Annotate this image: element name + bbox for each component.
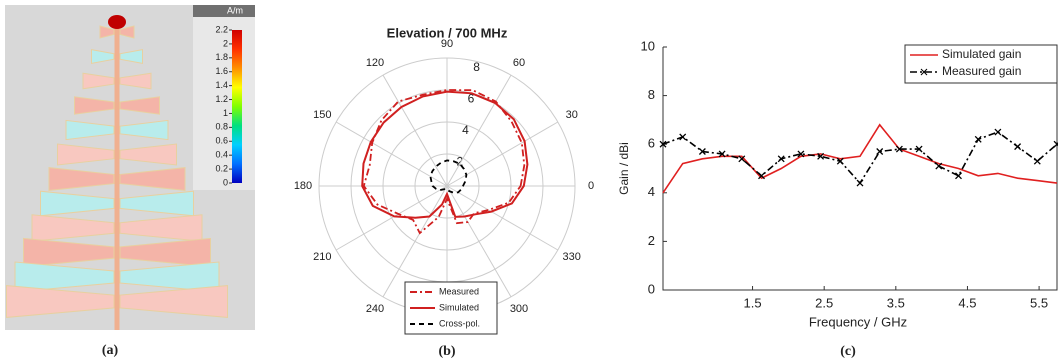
r-tick-label: 8	[473, 60, 480, 74]
colorbar-tick-label: 2.2	[215, 24, 228, 34]
colorbar-tick-label: 1	[223, 108, 228, 118]
feed-point	[108, 15, 126, 29]
colorbar-tick-label: 1.8	[215, 52, 228, 62]
grid-spoke	[336, 186, 447, 250]
legend-label: Cross-pol.	[439, 318, 480, 328]
legend-label: Simulated gain	[942, 47, 1021, 61]
colorbar-tick-label: 0.4	[215, 150, 228, 160]
caption: (b)	[438, 344, 455, 359]
figure: A/m2.221.81.61.41.210.80.60.40.20(a)Elev…	[0, 0, 1058, 361]
colorbar-tick-label: 0	[223, 177, 228, 187]
colorbar-label: A/m	[227, 5, 243, 15]
theta-tick-label: 90	[441, 38, 453, 50]
y-tick-label: 0	[648, 281, 655, 296]
marker	[995, 129, 1001, 135]
y-axis-label: Gain / dBi	[617, 142, 631, 195]
colorbar-tick-label: 1.4	[215, 80, 228, 90]
marker	[857, 180, 863, 186]
r-tick-label: 4	[462, 123, 469, 137]
colorbar-tick-label: 2	[223, 38, 228, 48]
legend-label: Simulated	[439, 302, 479, 312]
y-tick-label: 6	[648, 136, 655, 151]
marker	[956, 173, 962, 179]
colorbar-tick-label: 0.8	[215, 122, 228, 132]
y-tick-label: 2	[648, 233, 655, 248]
theta-tick-label: 330	[563, 251, 581, 263]
grid-spoke	[447, 186, 558, 250]
colorbar-tick-label: 0.2	[215, 163, 228, 173]
x-tick-label: 4.5	[958, 295, 976, 310]
x-tick-label: 5.5	[1030, 295, 1048, 310]
marker	[1034, 158, 1040, 164]
colorbar	[232, 30, 242, 183]
theta-tick-label: 300	[510, 303, 528, 315]
theta-tick-label: 60	[513, 57, 525, 69]
x-axis-label: Frequency / GHz	[809, 314, 907, 329]
colorbar-tick-label: 1.6	[215, 66, 228, 76]
theta-tick-label: 240	[366, 303, 384, 315]
grid-spoke	[336, 122, 447, 186]
caption: (a)	[102, 343, 119, 358]
x-tick-label: 1.5	[744, 295, 762, 310]
theta-tick-label: 210	[313, 251, 331, 263]
theta-tick-label: 30	[566, 109, 578, 121]
series-line	[663, 132, 1057, 183]
colorbar-tick-label: 1.2	[215, 94, 228, 104]
legend-label: Measured	[439, 286, 479, 296]
colorbar-header	[193, 5, 255, 17]
marker	[1015, 144, 1021, 150]
grid-spoke	[383, 186, 447, 297]
y-tick-label: 10	[641, 38, 655, 53]
x-tick-label: 3.5	[887, 295, 905, 310]
theta-tick-label: 150	[313, 109, 331, 121]
y-tick-label: 4	[648, 184, 655, 199]
caption: (c)	[840, 344, 856, 359]
theta-tick-label: 120	[366, 57, 384, 69]
colorbar-tick-label: 0.6	[215, 136, 228, 146]
x-tick-label: 2.5	[815, 295, 833, 310]
grid-spoke	[447, 186, 511, 297]
theta-tick-label: 180	[294, 180, 312, 192]
theta-tick-label: 0	[588, 180, 594, 192]
y-tick-label: 8	[648, 87, 655, 102]
legend-label: Measured gain	[942, 64, 1021, 78]
